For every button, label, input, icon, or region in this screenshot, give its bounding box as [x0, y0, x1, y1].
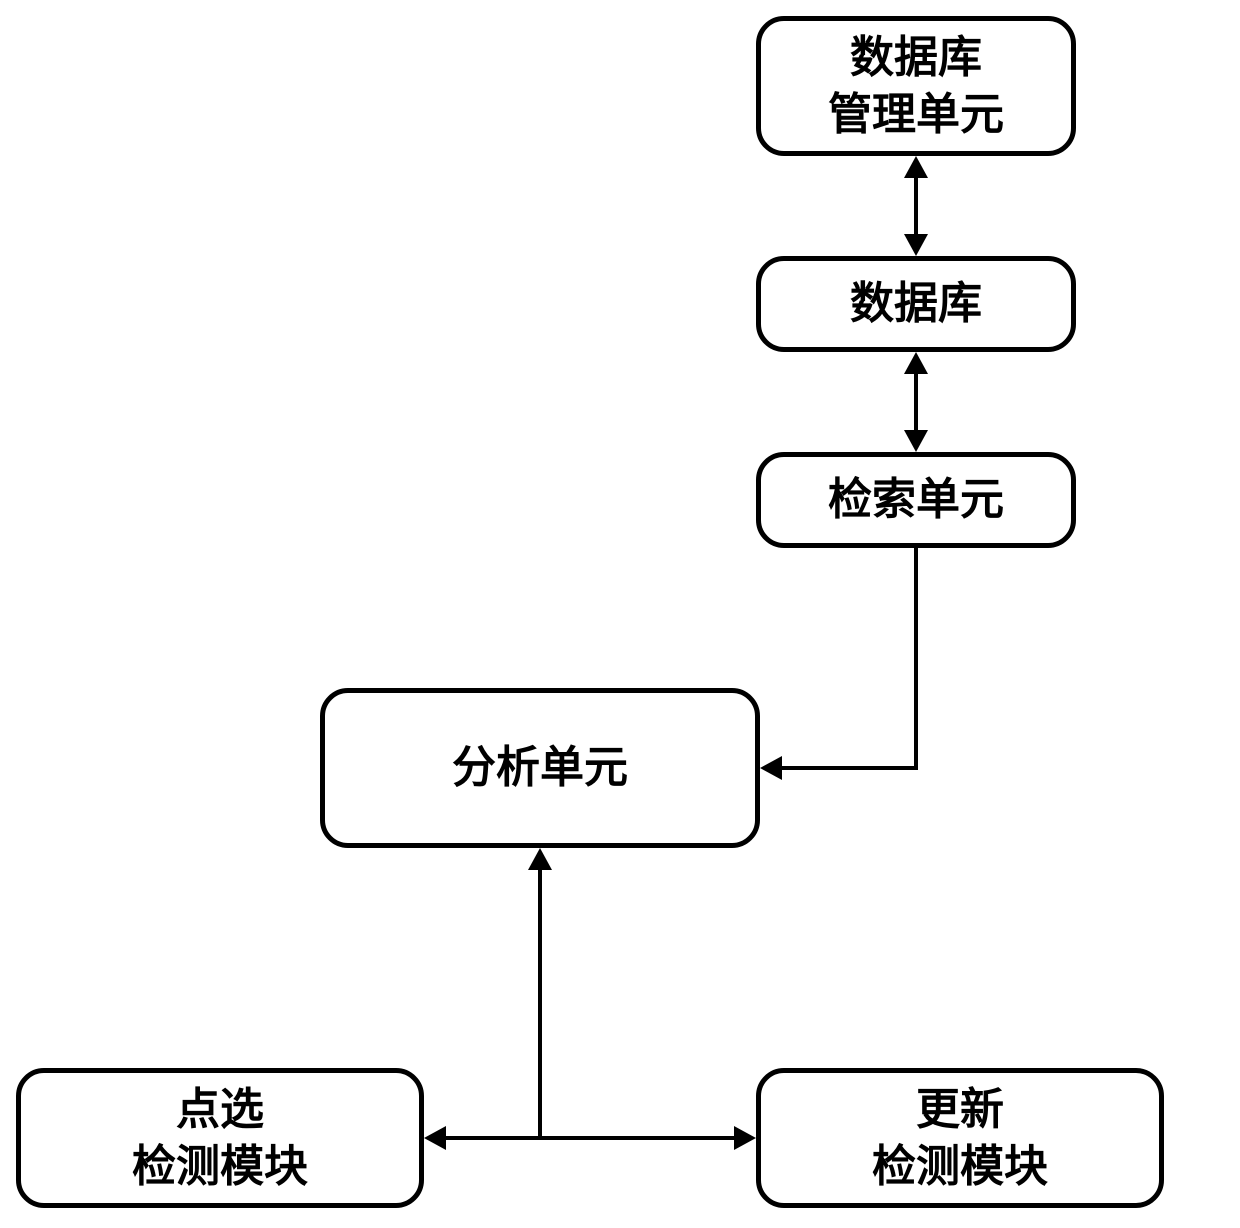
edge-click-update [0, 0, 1240, 1228]
